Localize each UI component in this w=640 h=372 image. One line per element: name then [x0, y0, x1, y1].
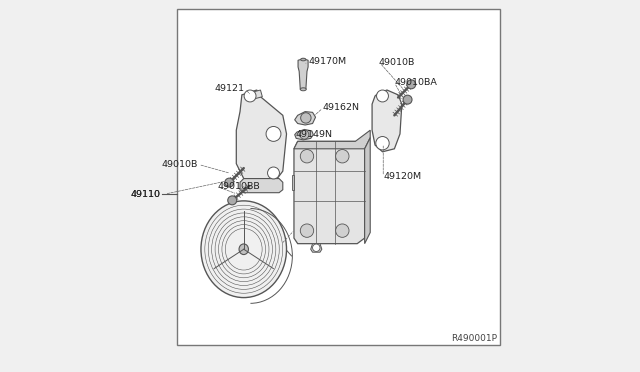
Text: 49121: 49121: [215, 84, 245, 93]
Circle shape: [407, 80, 416, 89]
Circle shape: [300, 150, 314, 163]
Text: 49010B: 49010B: [379, 58, 415, 67]
Polygon shape: [372, 90, 402, 152]
Text: 49149N: 49149N: [296, 130, 333, 139]
Text: 49110: 49110: [131, 190, 161, 199]
Circle shape: [335, 150, 349, 163]
Text: 49010BB: 49010BB: [218, 182, 260, 191]
Circle shape: [266, 126, 281, 141]
Polygon shape: [236, 90, 287, 190]
Polygon shape: [294, 112, 316, 125]
Ellipse shape: [201, 201, 287, 298]
Circle shape: [225, 178, 234, 187]
Bar: [177, 9, 500, 345]
Polygon shape: [294, 130, 370, 149]
Ellipse shape: [301, 58, 306, 61]
Circle shape: [335, 224, 349, 237]
Polygon shape: [310, 244, 322, 252]
Polygon shape: [298, 59, 308, 89]
Text: 49170M: 49170M: [308, 57, 346, 66]
Polygon shape: [250, 90, 262, 100]
Text: 49010BA: 49010BA: [394, 78, 437, 87]
Polygon shape: [240, 179, 283, 193]
Text: 49120M: 49120M: [383, 172, 421, 181]
Polygon shape: [292, 175, 294, 190]
Circle shape: [244, 90, 256, 102]
Text: 49110: 49110: [131, 190, 161, 199]
Circle shape: [376, 137, 389, 150]
Text: 49162N: 49162N: [323, 103, 360, 112]
Circle shape: [312, 244, 320, 251]
Text: 49010B: 49010B: [162, 160, 198, 169]
Ellipse shape: [300, 88, 306, 91]
Polygon shape: [294, 141, 365, 244]
Ellipse shape: [239, 244, 248, 254]
Circle shape: [376, 90, 388, 102]
Circle shape: [300, 130, 309, 139]
Polygon shape: [294, 129, 314, 140]
Circle shape: [403, 95, 412, 104]
Circle shape: [268, 167, 280, 179]
Circle shape: [300, 224, 314, 237]
Circle shape: [301, 113, 311, 123]
Circle shape: [228, 196, 237, 205]
Text: R490001P: R490001P: [451, 334, 497, 343]
Polygon shape: [365, 138, 370, 244]
